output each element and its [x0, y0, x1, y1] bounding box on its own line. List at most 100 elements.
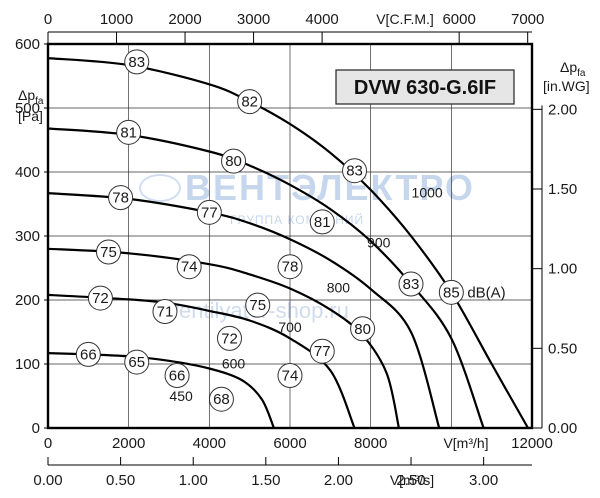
db-marker-label: 71 — [157, 304, 174, 321]
y-tick-label: 100 — [15, 356, 40, 373]
db-marker-label: 82 — [241, 94, 258, 111]
y-right-axis-unit: [in.WG] — [543, 78, 590, 94]
y-axis-unit: [Pa] — [18, 108, 43, 124]
fan-curve-600 — [47, 293, 356, 429]
db-markers: 83 82 83 85 81 80 81 83 78 77 78 80 75 74 75 77 72 71 72 74… — [75, 49, 506, 412]
db-marker-label: 77 — [314, 343, 331, 360]
rpm-label: 700 — [278, 319, 302, 335]
x-top-tick-label: 4000 — [305, 11, 338, 28]
y-tick-label: 200 — [15, 292, 40, 309]
db-marker-circle — [245, 292, 271, 318]
x-axis-label: V[m³/h] — [443, 435, 488, 451]
db-marker-circle — [309, 338, 335, 364]
fan-curve-1000 — [47, 57, 529, 429]
model-title-box — [335, 69, 515, 105]
db-marker-circle — [164, 363, 190, 389]
rpm-label: 800 — [327, 279, 351, 295]
db-marker-circle — [208, 386, 234, 412]
x-tick-label: 6000 — [273, 435, 306, 452]
db-marker-label: 66 — [169, 368, 186, 385]
watermark-logo-icon — [139, 174, 181, 202]
db-marker-label: 68 — [213, 391, 230, 408]
watermark-brand: ВЕНТЭЛЕКТРО — [185, 167, 475, 208]
db-marker-label: 72 — [221, 330, 238, 347]
x-top-tick-label: 6000 — [442, 11, 475, 28]
rpm-label: 900 — [367, 235, 391, 251]
x-top-tick-label: 7000 — [511, 11, 544, 28]
y-right-tick-label: 1.00 — [548, 261, 577, 278]
db-marker-circle — [342, 158, 368, 184]
y-right-axis-label: Δpfa — [560, 59, 586, 79]
db-marker-label: 66 — [80, 346, 97, 363]
x-secondary-tick-label: 3.00 — [469, 472, 498, 489]
db-marker-label: 85 — [443, 284, 460, 301]
rpm-label: 450 — [169, 388, 193, 404]
x-secondary-tick-label: 1.50 — [251, 472, 280, 489]
x-secondary-tick-label: 2.00 — [324, 472, 353, 489]
db-marker-circle — [277, 363, 303, 389]
db-marker-label: 83 — [403, 276, 420, 293]
db-marker-circle — [124, 349, 150, 375]
db-marker-label: 83 — [346, 163, 363, 180]
y-tick-label: 400 — [15, 164, 40, 181]
grid — [48, 44, 532, 428]
db-marker-label: 72 — [92, 290, 109, 307]
tick-labels: 0 100 200 300 400 500 600 0.00 0.50 1.00 1.50 2.00 0… — [15, 11, 577, 489]
db-marker-label: 81 — [120, 124, 137, 141]
x-top-tick-label: 2000 — [168, 11, 201, 28]
y-right-tick-label: 0.00 — [548, 420, 577, 437]
db-marker-label: 80 — [354, 321, 371, 338]
db-marker-circle — [350, 316, 376, 342]
model-title: DVW 630-G.6IF — [335, 69, 515, 105]
db-marker-circle — [108, 185, 134, 211]
axis-labels: V[C.F.M.]V[m³/h]V[m³/s]Δpfa[Pa]Δpfa[in.W… — [18, 11, 590, 488]
db-marker-label: 81 — [314, 214, 331, 231]
y-tick-label: 500 — [15, 100, 40, 117]
y-right-tick-label: 1.50 — [548, 181, 577, 198]
db-marker-label: 78 — [282, 259, 299, 276]
db-marker-circle — [152, 299, 178, 325]
x-tick-label: 2000 — [112, 435, 145, 452]
db-marker-circle — [124, 49, 150, 75]
x-top-tick-label: 0 — [44, 11, 52, 28]
x-secondary-tick-label: 0.50 — [106, 472, 135, 489]
db-marker-label: 75 — [100, 244, 117, 261]
db-marker-label: 65 — [128, 354, 145, 371]
x-tick-label: 12000 — [511, 435, 553, 452]
db-marker-label: 74 — [282, 368, 299, 385]
y-right-tick-label: 0.50 — [548, 340, 577, 357]
db-marker-circle — [96, 239, 121, 265]
y-right-tick-label: 2.00 — [548, 101, 577, 118]
db-marker-circle — [237, 89, 263, 115]
db-marker-circle — [75, 341, 101, 367]
x-secondary-axis-label: V[m³/s] — [390, 472, 434, 488]
db-marker-circle — [398, 271, 424, 297]
x-top-tick-label: 3000 — [237, 11, 270, 28]
db-marker-circle — [176, 254, 202, 280]
x-top-tick-label: 1000 — [100, 11, 133, 28]
db-marker-label: 83 — [128, 54, 145, 71]
db-marker-circle — [277, 254, 303, 280]
fan-curve-800 — [47, 192, 441, 429]
db-marker-label: 74 — [181, 259, 198, 276]
db-marker-circle — [196, 199, 222, 225]
db-marker-circle — [221, 148, 247, 174]
rpm-label: 600 — [222, 355, 246, 371]
x-tick-label: 8000 — [354, 435, 387, 452]
y-tick-label: 600 — [15, 36, 40, 53]
db-marker-circle — [116, 119, 142, 145]
db-marker-circle — [217, 325, 242, 351]
fan-curve-900 — [47, 127, 485, 429]
model-title-text: DVW 630-G.6IF — [354, 77, 496, 99]
y-tick-label: 0 — [32, 420, 40, 437]
x-tick-label: 4000 — [193, 435, 226, 452]
x-tick-label: 0 — [44, 435, 52, 452]
db-marker-label: 75 — [249, 297, 266, 314]
x-secondary-tick-label: 2.50 — [396, 472, 425, 489]
db-marker-circle — [438, 279, 464, 305]
rpm-label: 1000 — [412, 185, 443, 201]
fan-curve-700 — [47, 247, 400, 429]
x-top-axis-label: V[C.F.M.] — [376, 11, 434, 27]
x-secondary-tick-label: 1.00 — [179, 472, 208, 489]
